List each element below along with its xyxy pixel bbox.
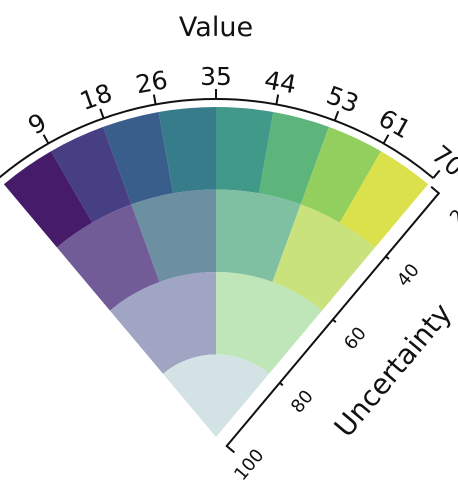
cell-level-2-3 <box>216 189 301 282</box>
uncertainty-axis-title: Uncertainty <box>328 297 458 444</box>
cell-level-1-8 <box>339 151 429 248</box>
cell-level-2-1 <box>56 204 160 311</box>
cell-level-3-1 <box>109 272 216 374</box>
value-tick-label-7: 53 <box>323 80 363 118</box>
value-tick-label-2: 9 <box>23 107 51 140</box>
value-axis-title: Value <box>179 12 253 43</box>
value-tick-label-5: 35 <box>200 62 232 91</box>
cell-level-1-1 <box>3 151 93 248</box>
value-tick-7 <box>333 110 340 121</box>
value-tick-6 <box>275 94 280 105</box>
cell-level-1-3 <box>103 112 174 205</box>
uncertainty-tick-4 <box>279 382 284 387</box>
value-tick-2 <box>42 134 50 144</box>
value-tick-9 <box>432 169 441 179</box>
value-tick-8 <box>382 134 390 144</box>
uncertainty-axis-ticks <box>279 255 390 387</box>
cell-level-1-4 <box>158 107 216 194</box>
value-tick-4 <box>152 94 157 105</box>
uncertainty-tick-label-5: 100 <box>230 445 268 485</box>
value-axis-arc <box>0 98 434 179</box>
cell-level-2-4 <box>272 204 376 311</box>
value-tick-label-4: 26 <box>133 65 169 99</box>
cell-level-2-2 <box>131 189 216 282</box>
uncertainty-tick-label-3: 60 <box>340 323 371 354</box>
cell-level-1-6 <box>258 112 329 205</box>
value-tick-label-3: 18 <box>76 78 116 116</box>
cell-level-4-1 <box>162 354 270 437</box>
value-tick-label-6: 44 <box>262 65 298 99</box>
cell-level-3-2 <box>216 272 323 374</box>
cell-level-1-7 <box>300 126 381 223</box>
uncertainty-tick-label-4: 80 <box>287 386 318 417</box>
palette-cells <box>3 107 429 437</box>
value-tick-3 <box>99 108 105 119</box>
cell-level-1-5 <box>216 107 274 194</box>
cell-level-1-2 <box>51 126 132 223</box>
uncertainty-tick-label-2: 40 <box>393 260 424 291</box>
value-tick-label-8: 61 <box>374 103 416 144</box>
uncertainty-tick-label-1: 20 <box>446 197 458 228</box>
uncertainty-tick-2 <box>385 255 390 260</box>
uncertainty-tick-3 <box>332 318 337 323</box>
value-axis-ticks <box>42 89 441 179</box>
